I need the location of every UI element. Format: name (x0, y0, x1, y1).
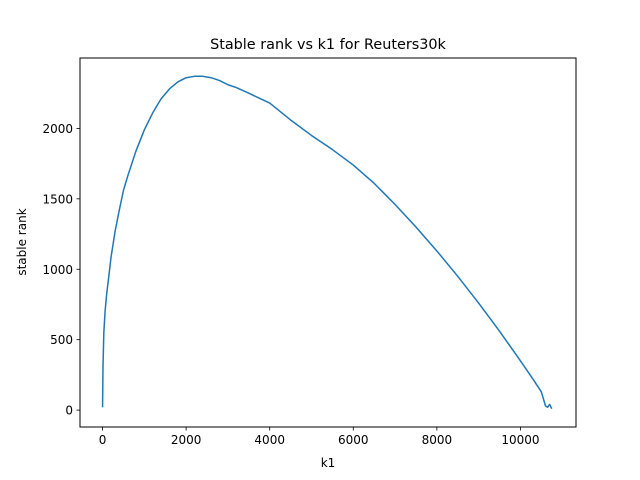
y-tick-label: 1000 (42, 263, 73, 277)
x-tick-label: 4000 (254, 433, 285, 447)
y-tick-label: 500 (50, 333, 73, 347)
y-tick-label: 1500 (42, 192, 73, 206)
x-tick-label: 10000 (501, 433, 539, 447)
x-tick-label: 0 (99, 433, 107, 447)
y-axis-label: stable rank (15, 208, 29, 275)
x-tick-label: 6000 (338, 433, 369, 447)
x-tick-label: 2000 (171, 433, 202, 447)
x-tick-label: 8000 (422, 433, 453, 447)
plot-area (101, 75, 553, 410)
series-line (101, 75, 553, 410)
axes-frame (79, 57, 577, 428)
x-axis-label: k1 (321, 456, 336, 470)
y-tick-label: 0 (65, 404, 73, 418)
y-tick-label: 2000 (42, 122, 73, 136)
chart-title: Stable rank vs k1 for Reuters30k (210, 37, 446, 53)
